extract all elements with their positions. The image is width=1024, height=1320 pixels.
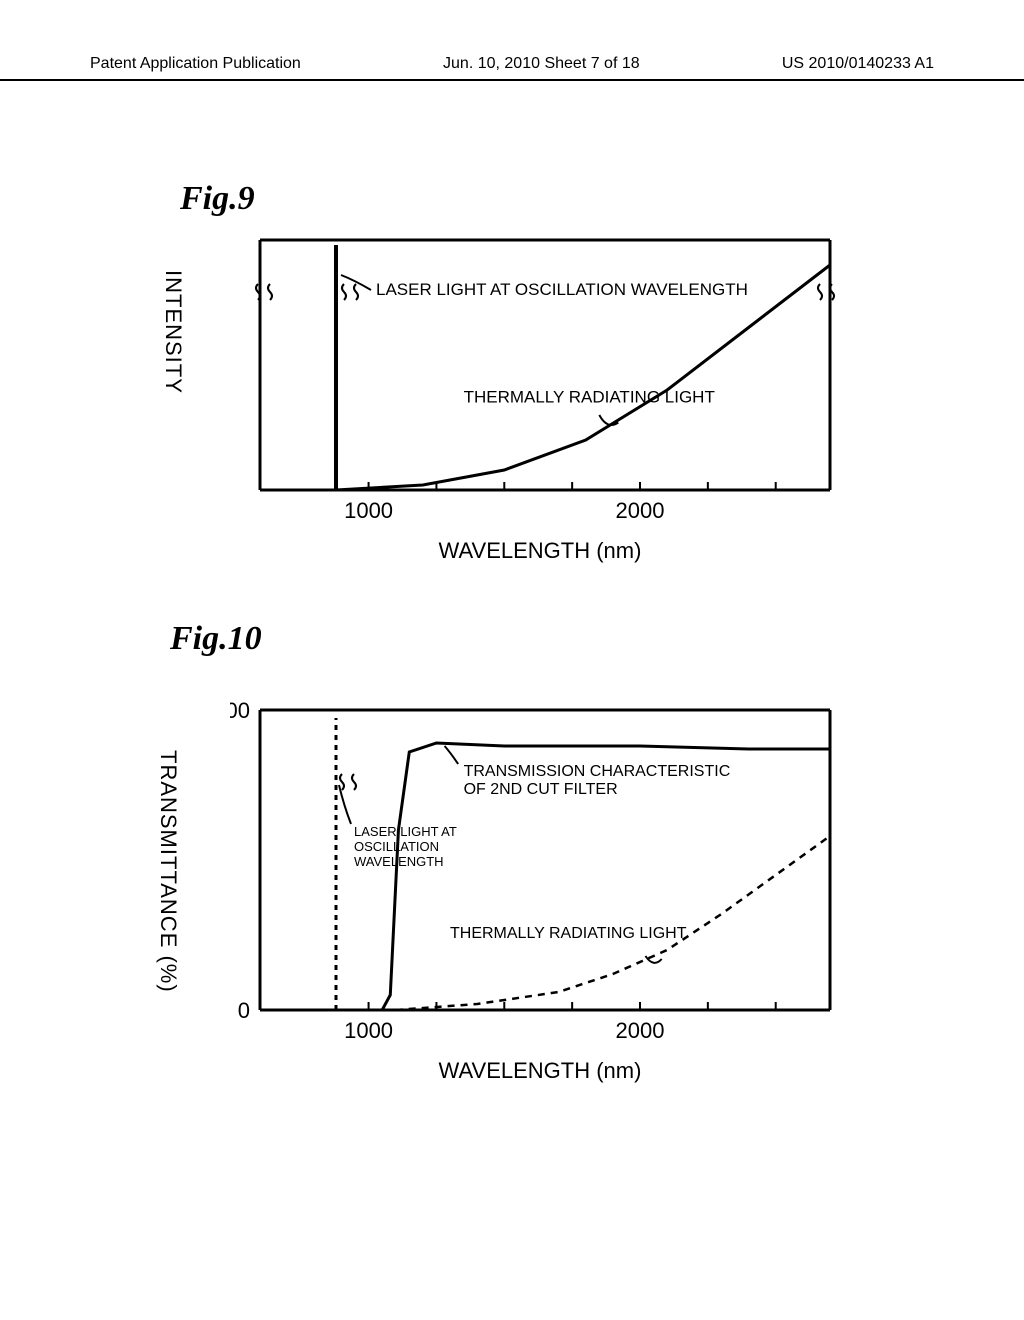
- svg-text:1000: 1000: [344, 498, 393, 523]
- svg-text:THERMALLY RADIATING LIGHT: THERMALLY RADIATING LIGHT: [450, 925, 687, 942]
- svg-text:1000: 1000: [344, 1018, 393, 1043]
- svg-text:THERMALLY RADIATING LIGHT: THERMALLY RADIATING LIGHT: [464, 388, 715, 407]
- fig10-svg: 100010002000TRANSMISSION CHARACTERISTICO…: [230, 690, 850, 1050]
- svg-text:LASER LIGHT AT OSCILLATION WAV: LASER LIGHT AT OSCILLATION WAVELENGTH: [376, 280, 748, 299]
- svg-text:WAVELENGTH: WAVELENGTH: [354, 854, 444, 869]
- fig9-label: Fig.9: [180, 180, 255, 218]
- header-right: US 2010/0140233 A1: [782, 55, 934, 73]
- svg-text:100: 100: [230, 698, 250, 723]
- page-header: Patent Application Publication Jun. 10, …: [0, 55, 1024, 81]
- fig10-label: Fig.10: [170, 620, 262, 658]
- fig10-chart: TRANSMITTANCE (%) 100010002000TRANSMISSI…: [230, 690, 850, 1110]
- svg-text:OF 2ND CUT FILTER: OF 2ND CUT FILTER: [464, 781, 618, 798]
- fig9-chart: INTENSITY 10002000LASER LIGHT AT OSCILLA…: [230, 230, 850, 590]
- page: Patent Application Publication Jun. 10, …: [0, 0, 1024, 1320]
- svg-text:2000: 2000: [616, 1018, 665, 1043]
- fig9-svg: 1000 2000 LASER LIGHT AT OSCILLATION WAVEL…: [230, 230, 850, 530]
- fig10-xlabel: WAVELENGTH (nm): [230, 1058, 850, 1084]
- svg-text:LASER LIGHT AT: LASER LIGHT AT: [354, 824, 457, 839]
- svg-text:2000: 2000: [616, 498, 665, 523]
- fig9-ylabel: INTENSITY: [160, 270, 186, 394]
- svg-text:0: 0: [238, 998, 250, 1023]
- header-left: Patent Application Publication: [90, 55, 301, 73]
- svg-text:OSCILLATION: OSCILLATION: [354, 839, 439, 854]
- fig10-ylabel: TRANSMITTANCE (%): [155, 750, 181, 993]
- fig9-xlabel: WAVELENGTH (nm): [230, 538, 850, 564]
- svg-text:TRANSMISSION CHARACTERISTIC: TRANSMISSION CHARACTERISTIC: [464, 763, 731, 780]
- header-center: Jun. 10, 2010 Sheet 7 of 18: [443, 55, 640, 73]
